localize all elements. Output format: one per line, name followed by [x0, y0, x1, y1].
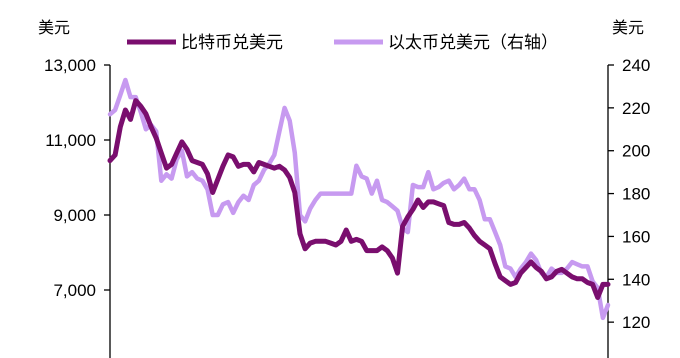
right-axis-unit-label: 美元: [612, 18, 644, 37]
left-tick-label: 9,000: [53, 206, 96, 225]
ether-series-line: [107, 77, 611, 321]
bitcoin-series-line: [107, 98, 611, 300]
right-tick-label: 140: [622, 270, 650, 289]
left-tick-label: 11,000: [45, 131, 96, 150]
right-tick-label: 180: [622, 185, 650, 204]
right-tick-label: 160: [622, 227, 650, 246]
legend-label-ether: 以太币兑美元（右轴）: [388, 33, 558, 53]
legend: 比特币兑美元 以太币兑美元（右轴）: [127, 33, 558, 53]
series-layer: [107, 77, 611, 321]
left-tick-label: 7,000: [53, 281, 96, 300]
left-axis-unit-label: 美元: [38, 18, 70, 37]
legend-label-bitcoin: 比特币兑美元: [181, 33, 283, 53]
left-axis: 7,000 9,000 11,000 13,000: [44, 56, 111, 358]
right-tick-label: 200: [622, 142, 650, 161]
right-axis: 120 140 160 180 200 220 240: [607, 56, 650, 358]
right-tick-label: 120: [622, 313, 650, 332]
right-tick-label: 220: [622, 99, 650, 118]
left-tick-label: 13,000: [44, 56, 96, 75]
right-tick-label: 240: [622, 56, 650, 75]
